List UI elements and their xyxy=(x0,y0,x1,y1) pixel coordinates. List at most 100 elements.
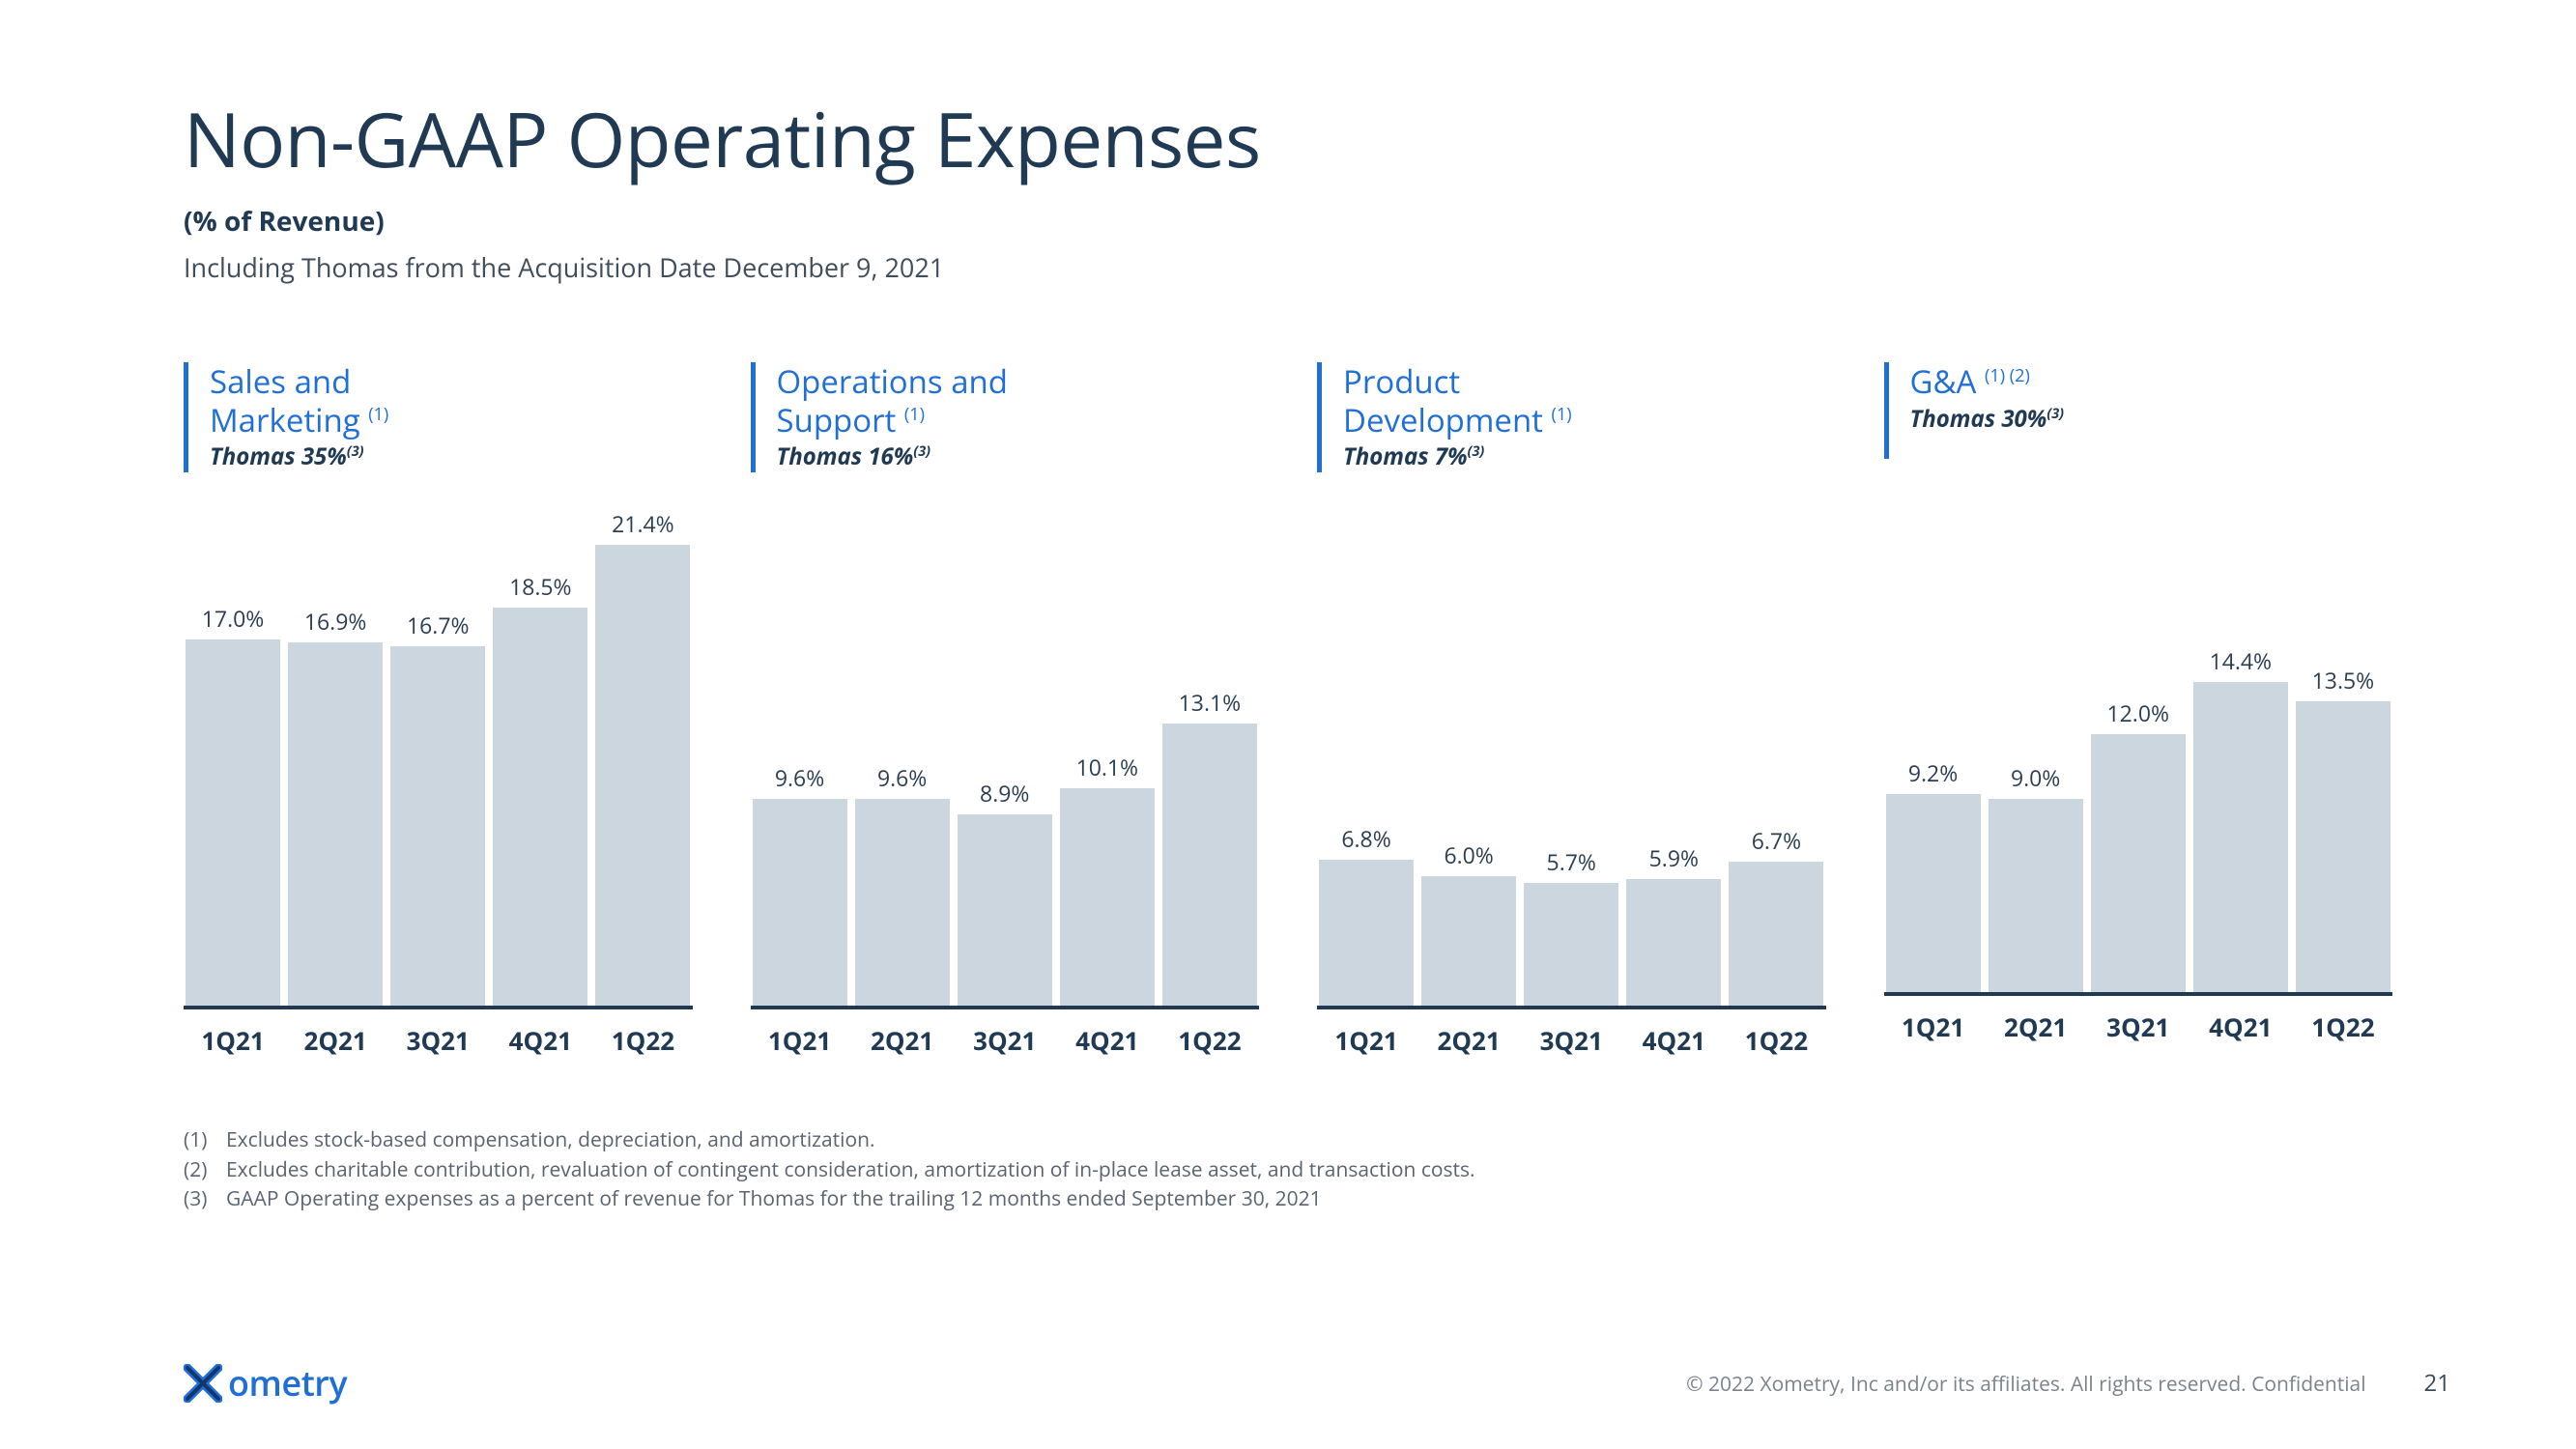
bar-rect xyxy=(1162,724,1257,1006)
bar-slot: 21.4% xyxy=(595,497,690,1006)
x-axis-label: 4Q21 xyxy=(2193,1009,2288,1044)
x-axis-label: 2Q21 xyxy=(855,1023,950,1058)
bar-rect xyxy=(1524,883,1618,1006)
page-title: Non-GAAP Operating Expenses xyxy=(184,87,2392,189)
x-axis-label: 4Q21 xyxy=(493,1023,587,1058)
chart-panel: Operations andSupport (1)Thomas 16%(3) 9.… xyxy=(751,362,1260,1058)
bar-rect xyxy=(288,642,383,1006)
charts-row: Sales andMarketing (1)Thomas 35%(3) 17.0%… xyxy=(184,362,2392,1058)
x-axis-label: 2Q21 xyxy=(1989,1009,2083,1044)
x-axis-label: 1Q22 xyxy=(2296,1009,2390,1044)
bar-rect xyxy=(595,545,690,1006)
x-axis-labels: 1Q212Q213Q214Q211Q22 xyxy=(1317,1023,1826,1058)
bar-value-label: 5.9% xyxy=(1649,842,1699,873)
footer: ometry © 2022 Xometry, Inc and/or its af… xyxy=(184,1359,2450,1406)
bar-slot: 5.9% xyxy=(1626,497,1721,1006)
bar-value-label: 13.5% xyxy=(2312,665,2375,696)
page-subtitle-bold: (% of Revenue) xyxy=(184,203,2392,240)
bar-rect xyxy=(855,799,950,1006)
bar-slot: 8.9% xyxy=(958,497,1052,1006)
x-axis-label: 1Q21 xyxy=(1886,1009,1981,1044)
x-axis-labels: 1Q212Q213Q214Q211Q22 xyxy=(1884,1009,2393,1044)
chart-title: G&A (1) (2) xyxy=(1910,362,2393,401)
bar-value-label: 13.1% xyxy=(1179,687,1242,718)
bar-value-label: 21.4% xyxy=(612,508,674,539)
x-axis-label: 1Q21 xyxy=(753,1023,847,1058)
footnote-num: (1) xyxy=(184,1125,226,1154)
footnote-line: (2)Excludes charitable contribution, rev… xyxy=(184,1155,2392,1184)
chart-subtitle: Thomas 7%(3) xyxy=(1343,440,1826,472)
bar-slot: 9.6% xyxy=(855,497,950,1006)
x-axis-label: 1Q22 xyxy=(1729,1023,1823,1058)
chart-title: ProductDevelopment (1) xyxy=(1343,362,1826,439)
bar-rect xyxy=(1729,862,1823,1006)
bar-slot: 6.8% xyxy=(1319,497,1414,1006)
footnote-num: (2) xyxy=(184,1155,226,1184)
x-axis-label: 4Q21 xyxy=(1626,1023,1721,1058)
x-axis-label: 1Q22 xyxy=(1162,1023,1257,1058)
logo: ometry xyxy=(184,1359,347,1406)
bar-rect xyxy=(1060,788,1155,1006)
bar-rect xyxy=(958,814,1052,1006)
bar-slot: 10.1% xyxy=(1060,497,1155,1006)
bar-rect xyxy=(1886,794,1981,992)
bar-slot: 16.7% xyxy=(390,497,485,1006)
bar-value-label: 6.7% xyxy=(1752,825,1801,856)
bar-rect xyxy=(1989,799,2083,992)
bar-slot: 5.7% xyxy=(1524,497,1618,1006)
bar-value-label: 14.4% xyxy=(2210,645,2273,676)
chart-area: 17.0% 16.9% 16.7% 18.5% 21.4% xyxy=(184,497,693,1009)
logo-x-icon xyxy=(184,1364,222,1403)
bar-value-label: 16.7% xyxy=(407,610,470,640)
chart-panel: G&A (1) (2)Thomas 30%(3)9.2%9.0%12.0%14.… xyxy=(1884,362,2393,1058)
bar-rect xyxy=(493,608,587,1006)
logo-text: ometry xyxy=(228,1359,347,1406)
bar-value-label: 6.0% xyxy=(1444,839,1493,870)
bar-rect xyxy=(2296,701,2390,992)
chart-subtitle: Thomas 35%(3) xyxy=(210,440,693,472)
bar-slot: 18.5% xyxy=(493,497,587,1006)
bar-slot: 14.4% xyxy=(2193,484,2288,992)
chart-area: 9.6% 9.6% 8.9% 10.1% 13.1% xyxy=(751,497,1260,1009)
x-axis-label: 4Q21 xyxy=(1060,1023,1155,1058)
bar-rect xyxy=(753,799,847,1006)
bar-value-label: 9.6% xyxy=(877,762,927,793)
page-subtitle-note: Including Thomas from the Acquisition Da… xyxy=(184,249,2392,285)
footnote-line: (3)GAAP Operating expenses as a percent … xyxy=(184,1184,2392,1213)
bar-value-label: 9.6% xyxy=(775,762,824,793)
bar-value-label: 18.5% xyxy=(509,571,572,602)
bar-slot: 6.0% xyxy=(1421,497,1516,1006)
chart-title: Operations andSupport (1) xyxy=(777,362,1260,439)
copyright-text: © 2022 Xometry, Inc and/or its affiliate… xyxy=(1686,1371,2365,1398)
chart-header: ProductDevelopment (1)Thomas 7%(3) xyxy=(1317,362,1826,472)
x-axis-label: 1Q21 xyxy=(1319,1023,1414,1058)
bar-value-label: 5.7% xyxy=(1547,846,1596,877)
bar-value-label: 8.9% xyxy=(980,778,1029,809)
bar-rect xyxy=(2193,682,2288,992)
chart-subtitle: Thomas 30%(3) xyxy=(1910,403,2393,435)
bar-slot: 16.9% xyxy=(288,497,383,1006)
bar-value-label: 17.0% xyxy=(202,603,265,634)
x-axis-labels: 1Q212Q213Q214Q211Q22 xyxy=(751,1023,1260,1058)
x-axis-label: 3Q21 xyxy=(958,1023,1052,1058)
bar-value-label: 12.0% xyxy=(2106,697,2169,728)
footnote-num: (3) xyxy=(184,1184,226,1213)
x-axis-labels: 1Q212Q213Q214Q211Q22 xyxy=(184,1023,693,1058)
x-axis-label: 3Q21 xyxy=(2091,1009,2186,1044)
footnote-line: (1)Excludes stock-based compensation, de… xyxy=(184,1125,2392,1154)
footnote-text: Excludes stock-based compensation, depre… xyxy=(226,1126,875,1153)
chart-panel: Sales andMarketing (1)Thomas 35%(3) 17.0%… xyxy=(184,362,693,1058)
bar-slot: 6.7% xyxy=(1729,497,1823,1006)
x-axis-label: 2Q21 xyxy=(288,1023,383,1058)
chart-area: 6.8% 6.0% 5.7% 5.9% 6.7% xyxy=(1317,497,1826,1009)
bar-value-label: 10.1% xyxy=(1076,752,1139,782)
bar-slot: 12.0% xyxy=(2091,484,2186,992)
chart-title: Sales andMarketing (1) xyxy=(210,362,693,439)
bar-rect xyxy=(1421,876,1516,1006)
footnote-text: Excludes charitable contribution, revalu… xyxy=(226,1156,1475,1183)
bar-value-label: 9.2% xyxy=(1908,757,1958,788)
x-axis-label: 2Q21 xyxy=(1421,1023,1516,1058)
chart-panel: ProductDevelopment (1)Thomas 7%(3)6.8%6.… xyxy=(1317,362,1826,1058)
bar-slot: 13.1% xyxy=(1162,497,1257,1006)
chart-header: Operations andSupport (1)Thomas 16%(3) xyxy=(751,362,1260,472)
